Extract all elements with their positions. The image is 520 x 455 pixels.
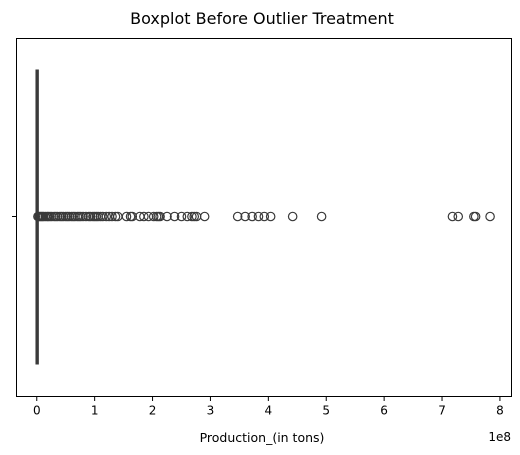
x-tick-label: 0	[33, 404, 41, 418]
outlier-point	[148, 211, 159, 222]
outlier-point	[101, 211, 112, 222]
x-axis-label: Production_(in tons)	[200, 430, 325, 445]
x-tick-label: 4	[265, 404, 273, 418]
outlier-point	[253, 211, 264, 222]
x-tick-label: 5	[322, 404, 330, 418]
x-axis-ticks: 0 1 2 3 4 5 6 7 8	[33, 396, 504, 418]
outlier-point	[240, 211, 250, 222]
outlier-point	[97, 211, 108, 222]
x-tick-label: 2	[149, 404, 157, 418]
outlier-point	[485, 211, 495, 222]
outlier-point	[107, 211, 117, 222]
outlier-point	[139, 211, 149, 222]
x-tick-label: 1	[91, 404, 99, 418]
outlier-point	[155, 211, 165, 222]
x-axis-offset-label: 1e8	[488, 430, 511, 444]
outlier-point	[121, 211, 132, 222]
outlier-point	[316, 211, 327, 222]
outlier-point	[182, 211, 193, 222]
outlier-point	[169, 211, 180, 222]
outlier-point	[176, 211, 187, 222]
outlier-point	[199, 211, 210, 222]
chart-title: Boxplot Before Outlier Treatment	[130, 9, 394, 28]
outlier-point	[78, 211, 88, 222]
outlier-point	[470, 211, 481, 222]
outlier-point	[447, 211, 458, 222]
flier-layer	[33, 211, 495, 222]
x-tick-label: 3	[207, 404, 215, 418]
x-tick-label: 7	[438, 404, 446, 418]
outlier-point	[127, 211, 138, 222]
outlier-point	[162, 211, 172, 222]
outlier-point	[247, 211, 257, 222]
outlier-point	[287, 211, 298, 222]
outlier-point	[259, 211, 270, 222]
x-tick-label: 8	[496, 404, 504, 418]
plot-area	[16, 38, 512, 397]
outlier-point	[453, 211, 464, 222]
x-tick-label: 6	[380, 404, 388, 418]
outlier-point	[265, 211, 276, 222]
outlier-point	[232, 211, 243, 222]
